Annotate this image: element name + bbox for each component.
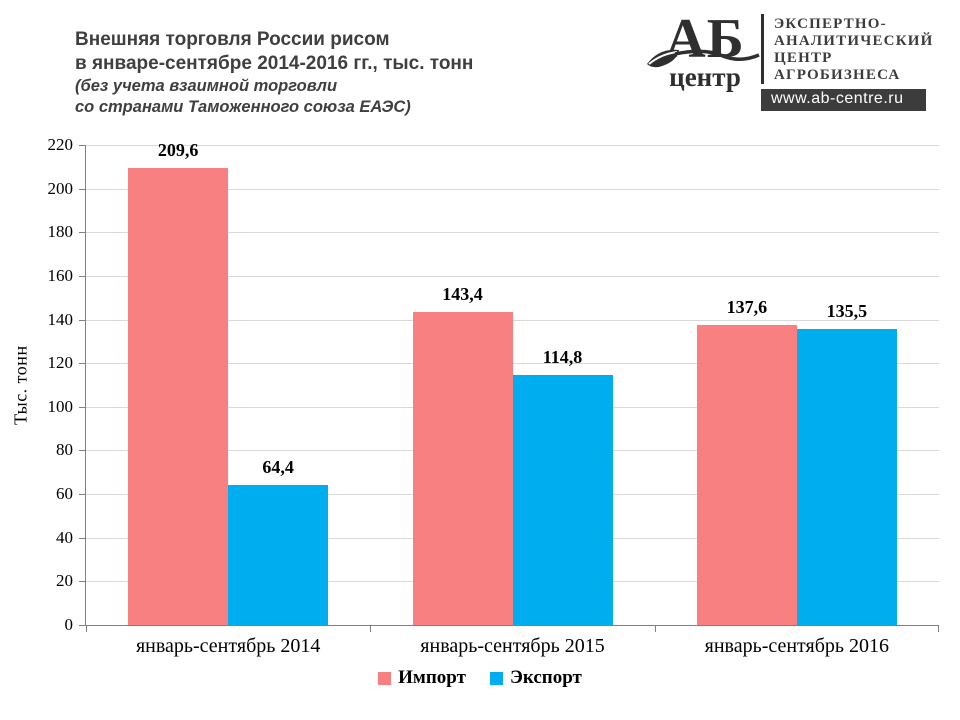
y-axis-tick-label: 200 (47, 178, 74, 198)
logo-org-line: АГРОБИЗНЕСА (774, 67, 901, 83)
legend-label: Импорт (398, 667, 466, 688)
x-axis-tick (86, 625, 87, 632)
bar-value-label: 135,5 (826, 301, 868, 322)
bar-export (512, 374, 613, 625)
y-axis-tick-label: 120 (47, 353, 74, 373)
y-axis-tick (79, 232, 85, 234)
logo-org-line: ЭКСПЕРТНО- (774, 16, 887, 32)
x-axis-category-label: январь-сентябрь 2015 (420, 635, 605, 657)
y-axis-tick-label: 100 (47, 396, 74, 416)
logo-org-line: АНАЛИТИЧЕСКИЙ (774, 33, 934, 49)
gridline (86, 363, 939, 365)
logo-acronym-text: АБ (665, 8, 745, 70)
gridline (86, 275, 939, 277)
chart-legend: Импорт Экспорт (0, 667, 960, 689)
bar-value-label: 143,4 (442, 284, 483, 305)
chart-header: Внешняя торговля России рисом в январе-с… (75, 28, 473, 118)
gridline (86, 319, 939, 321)
logo-sub-text: центр (669, 62, 741, 92)
bar-value-label: 209,6 (157, 139, 199, 160)
y-axis-tick-label: 40 (56, 527, 73, 547)
legend-item: Импорт (378, 667, 466, 689)
legend-item: Экспорт (489, 667, 582, 689)
y-axis-tick-label: 60 (56, 484, 73, 504)
bar-value-label: 137,6 (726, 296, 768, 317)
y-axis-tick (79, 581, 85, 583)
y-axis-tick-label: 80 (56, 440, 73, 460)
gridline (86, 188, 939, 190)
x-axis-category-label: январь-сентябрь 2016 (704, 635, 890, 657)
y-axis-tick (79, 537, 85, 539)
y-axis-tick (79, 145, 85, 146)
y-axis-tick (79, 406, 85, 408)
y-axis-title: Тыс. тонн (10, 345, 31, 425)
x-axis-tick (654, 625, 656, 632)
y-axis-tick-label: 20 (56, 571, 73, 591)
y-axis-tick-label: 0 (64, 615, 74, 634)
chart-subtitle-line1: (без учета взаимной торговли (75, 77, 338, 95)
logo-text-block: ЭКСПЕРТНО- АНАЛИТИЧЕСКИЙ ЦЕНТР АГРОБИЗНЕСА … (761, 14, 934, 111)
bar-import (412, 312, 513, 625)
x-axis-tick (938, 625, 939, 632)
chart-title-line1: Внешняя торговля России рисом (75, 29, 390, 50)
legend-swatch-icon (489, 671, 503, 685)
x-axis-tick (370, 625, 372, 632)
y-axis-tick-label: 140 (47, 309, 74, 329)
gridline (86, 145, 939, 146)
y-axis-tick-label: 220 (47, 135, 74, 154)
logo-divider (761, 14, 764, 84)
bar-chart-plot-area: 0 20 40 60 80 100 120 140 160 180 200 220 209,6 64,4 я… (48, 135, 939, 657)
legend-swatch-icon (378, 671, 392, 685)
website-url: www.ab-centre.ru (761, 89, 926, 111)
bar-value-label: 114,8 (542, 346, 583, 367)
ab-centre-logo: АБ центр ЭКСПЕРТНО- АНАЛИТИЧЕСКИЙ ЦЕНТР АГР… (647, 8, 934, 111)
y-axis-tick (79, 188, 85, 190)
chart-title-line2: в январе-сентябре 2014-2016 гг., тыс. то… (75, 53, 474, 74)
bar-value-label: 64,4 (262, 456, 294, 477)
bar-export (228, 484, 329, 625)
chart-subtitle-line2: со странами Таможенного союза ЕАЭС) (75, 98, 411, 116)
legend-label: Экспорт (509, 667, 582, 688)
y-axis-tick-label: 180 (47, 222, 74, 242)
bar-import (128, 167, 229, 625)
y-axis-tick (79, 625, 85, 626)
y-axis-tick (79, 363, 85, 365)
bar-export (796, 329, 897, 625)
y-axis-tick (79, 319, 85, 321)
logo-org-line: ЦЕНТР (774, 50, 833, 66)
y-axis-tick (79, 494, 85, 496)
y-axis-tick (79, 450, 85, 452)
y-axis-tick-label: 160 (47, 265, 74, 285)
bar-import (696, 324, 797, 625)
logo-acronym-block: АБ центр (647, 8, 760, 92)
gridline (86, 232, 939, 234)
logo-org-name: ЭКСПЕРТНО- АНАЛИТИЧЕСКИЙ ЦЕНТР АГРОБИЗНЕСА (764, 14, 934, 84)
x-axis-category-label: январь-сентябрь 2014 (135, 635, 321, 657)
y-axis-tick (79, 275, 85, 277)
